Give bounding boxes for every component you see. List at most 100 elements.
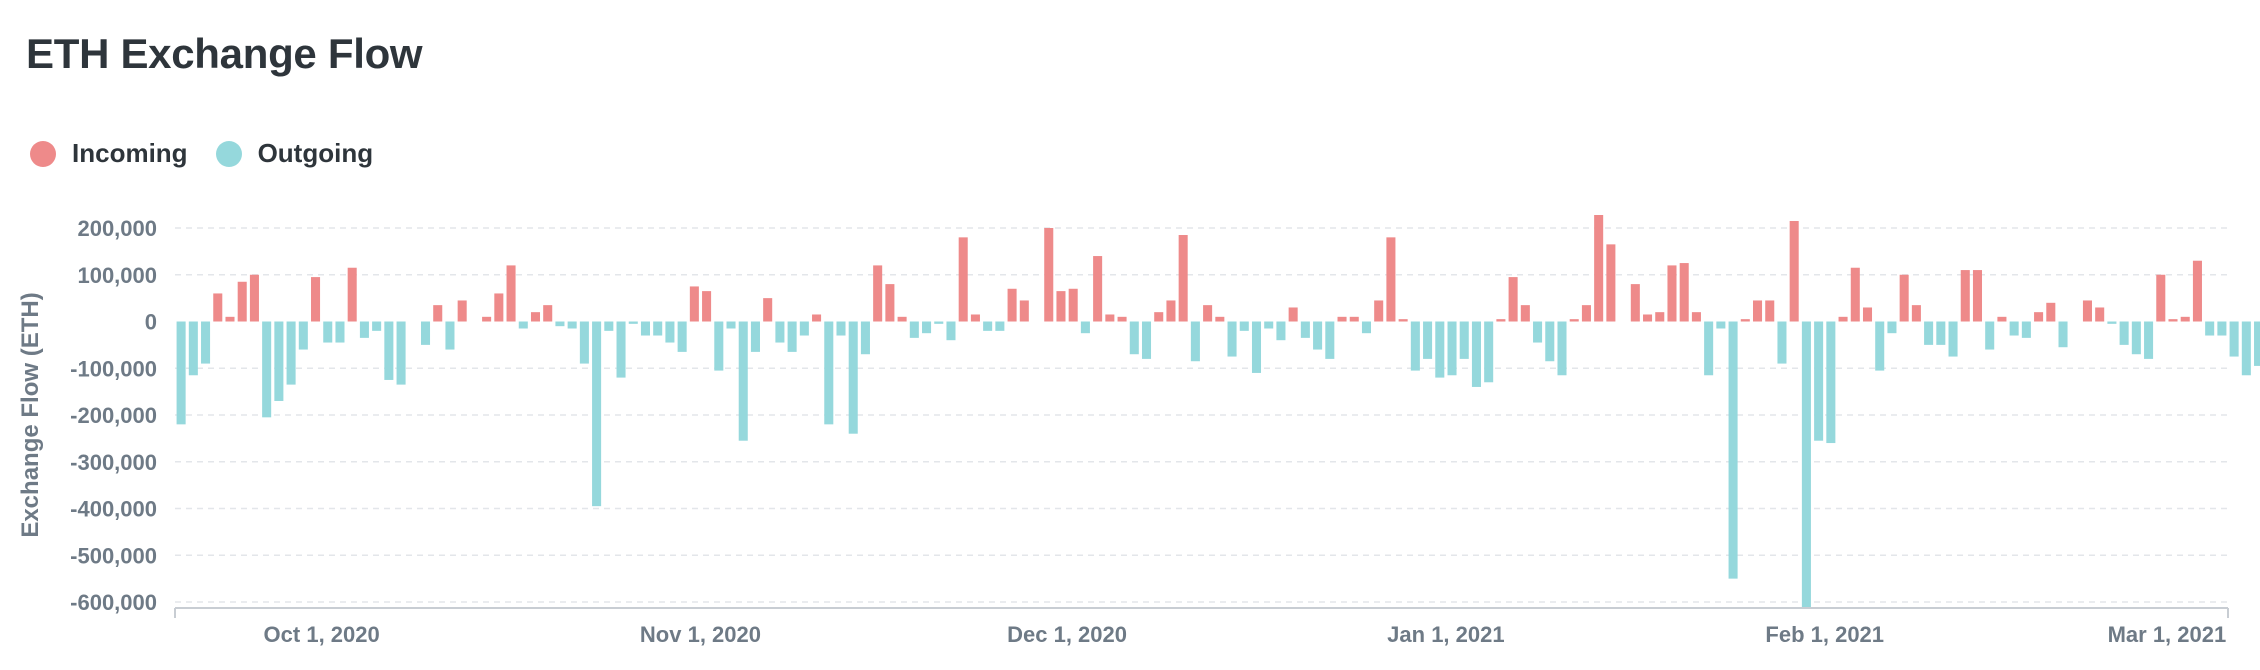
y-tick-label: 0 xyxy=(145,310,157,335)
outgoing-bar xyxy=(1728,321,1738,579)
outgoing-bar xyxy=(298,321,308,350)
outgoing-bar xyxy=(848,321,858,434)
incoming-bar xyxy=(1789,220,1799,322)
outgoing-bar xyxy=(2217,321,2227,336)
legend-label-incoming: Incoming xyxy=(72,138,188,168)
incoming-bar xyxy=(494,293,504,322)
incoming-bar xyxy=(1374,300,1384,322)
incoming-bar xyxy=(1093,256,1103,322)
incoming-bar xyxy=(1630,284,1640,322)
incoming-bar xyxy=(1007,288,1017,322)
outgoing-bar xyxy=(628,321,638,324)
outgoing-bar xyxy=(726,321,736,329)
outgoing-bar xyxy=(201,321,211,364)
incoming-bar xyxy=(1154,312,1164,322)
outgoing-bar xyxy=(860,321,870,355)
incoming-bar xyxy=(1838,316,1848,322)
y-tick-label: -300,000 xyxy=(70,450,157,475)
outgoing-bar xyxy=(1239,321,1249,331)
outgoing-bar xyxy=(372,321,382,331)
incoming-bar xyxy=(1215,316,1225,322)
outgoing-bar xyxy=(1814,321,1824,441)
incoming-bar xyxy=(1643,314,1653,322)
x-tick-label: Jan 1, 2021 xyxy=(1387,622,1504,647)
outgoing-bar xyxy=(445,321,455,350)
outgoing-bar xyxy=(1801,321,1811,608)
y-tick-label: -200,000 xyxy=(70,403,157,428)
incoming-bar xyxy=(1068,288,1078,322)
incoming-bar xyxy=(433,305,443,322)
incoming-bar xyxy=(1337,316,1347,322)
outgoing-bar xyxy=(1459,321,1469,359)
incoming-bar xyxy=(1056,291,1066,322)
incoming-bar xyxy=(482,316,492,322)
incoming-bar xyxy=(1178,235,1188,322)
outgoing-bar xyxy=(1276,321,1286,341)
outgoing-bar xyxy=(592,321,602,507)
x-tick-label: Mar 1, 2021 xyxy=(2108,622,2227,647)
outgoing-bar xyxy=(909,321,919,338)
y-tick-label: -600,000 xyxy=(70,590,157,615)
outgoing-bar xyxy=(1704,321,1714,376)
legend-label-outgoing: Outgoing xyxy=(257,138,374,168)
outgoing-bar xyxy=(1471,321,1481,387)
y-tick-label: -100,000 xyxy=(70,356,157,381)
x-tick-label: Feb 1, 2021 xyxy=(1765,622,1884,647)
incoming-bar xyxy=(213,293,223,322)
incoming-bar xyxy=(1911,305,1921,322)
y-tick-label: -400,000 xyxy=(70,497,157,522)
outgoing-bar xyxy=(946,321,956,341)
x-tick-label: Dec 1, 2020 xyxy=(1007,622,1127,647)
outgoing-bar xyxy=(1251,321,1262,373)
incoming-bar xyxy=(2034,312,2044,322)
incoming-bar xyxy=(1667,265,1677,322)
y-tick-label: 100,000 xyxy=(77,263,157,288)
incoming-bar xyxy=(543,305,553,322)
incoming-bar xyxy=(1740,319,1750,322)
outgoing-bar xyxy=(1325,321,1335,359)
legend-item-outgoing[interactable]: Outgoing xyxy=(215,138,374,169)
outgoing-bar xyxy=(1227,321,1237,357)
incoming-bar xyxy=(311,277,321,322)
outgoing-bar xyxy=(1545,321,1555,362)
outgoing-bar xyxy=(2009,321,2019,336)
x-tick-label: Oct 1, 2020 xyxy=(264,622,380,647)
incoming-bar xyxy=(1606,244,1616,322)
incoming-bar xyxy=(873,265,883,322)
incoming-bar xyxy=(1105,314,1115,322)
outgoing-bar xyxy=(995,321,1005,331)
outgoing-bar xyxy=(359,321,369,338)
incoming-bar xyxy=(2180,316,2190,322)
incoming-bar xyxy=(1691,312,1701,322)
outgoing-bar xyxy=(2119,321,2129,345)
incoming-bar xyxy=(2168,319,2178,322)
x-tick-label: Nov 1, 2020 xyxy=(640,622,761,647)
outgoing-bar xyxy=(384,321,394,380)
incoming-bar xyxy=(457,300,467,322)
outgoing-bar xyxy=(677,321,687,352)
outgoing-bar xyxy=(286,321,296,385)
outgoing-bar xyxy=(616,321,626,378)
incoming-bar xyxy=(1019,300,1029,322)
outgoing-bar xyxy=(1557,321,1567,376)
incoming-bar xyxy=(2046,302,2056,322)
incoming-bar xyxy=(689,286,699,322)
incoming-bar xyxy=(885,284,895,322)
outgoing-bar xyxy=(323,321,333,343)
outgoing-bar xyxy=(1300,321,1310,338)
outgoing-bar xyxy=(579,321,589,364)
legend-item-incoming[interactable]: Incoming xyxy=(30,138,188,169)
outgoing-bar xyxy=(2021,321,2031,338)
outgoing-bar xyxy=(1313,321,1323,350)
legend: Incoming Outgoing xyxy=(30,138,401,169)
outgoing-bar xyxy=(1264,321,1274,329)
outgoing-bar xyxy=(1875,321,1885,371)
outgoing-bar xyxy=(799,321,809,336)
outgoing-bar xyxy=(1141,321,1152,359)
outgoing-bar xyxy=(420,321,431,345)
outgoing-bar xyxy=(2058,321,2068,348)
incoming-bar xyxy=(970,314,980,322)
outgoing-bar xyxy=(176,321,186,425)
outgoing-bar xyxy=(714,321,724,371)
